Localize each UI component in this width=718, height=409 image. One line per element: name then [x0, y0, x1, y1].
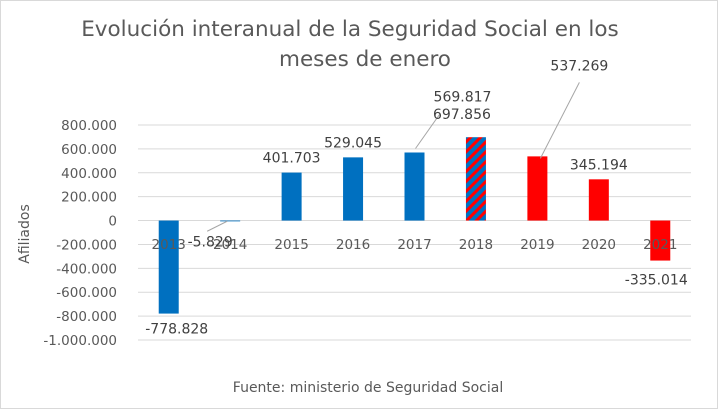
x-tick-label: 2018: [459, 237, 493, 253]
x-tick-label: 2013: [152, 237, 186, 253]
bar: [343, 157, 364, 221]
chart-title-line-1: Evolución interanual de la Seguridad Soc…: [81, 17, 619, 42]
bar: [527, 156, 548, 221]
leader-lines: [206, 82, 580, 232]
label-leader-line: [415, 114, 440, 149]
y-tick-label: 800.000: [61, 118, 117, 134]
x-axis-ticks: 2013 2014 2015 2016 2017 2018 2019 2020 2021: [152, 237, 678, 253]
label-leader-line: [206, 220, 228, 232]
data-label: 537.269: [550, 58, 608, 74]
x-tick-label: 2020: [582, 237, 616, 253]
source-note: Fuente: ministerio de Seguridad Social: [233, 380, 503, 396]
data-label: 401.703: [263, 151, 321, 167]
x-tick-label: 2016: [336, 237, 370, 253]
y-tick-label: 200.000: [61, 190, 117, 206]
x-tick-label: 2019: [520, 237, 554, 253]
data-label: -5.829: [188, 234, 233, 250]
chart-title-line-2: meses de enero: [279, 47, 451, 72]
y-tick-label: -800.000: [56, 309, 117, 325]
bar: [281, 172, 302, 221]
y-tick-label: -200.000: [56, 237, 117, 253]
y-tick-label: -600.000: [56, 285, 117, 301]
bar: [588, 179, 609, 221]
x-tick-label: 2014: [213, 237, 247, 253]
label-leader-line: [539, 82, 580, 159]
data-label: -778.828: [145, 322, 208, 338]
y-tick-label: 600.000: [61, 142, 117, 158]
y-tick-label: -400.000: [56, 261, 117, 277]
bar: [220, 220, 241, 222]
x-tick-label: 2015: [274, 237, 308, 253]
x-tick-label: 2021: [643, 237, 677, 253]
y-tick-label: -1.000.000: [43, 333, 117, 349]
bar: [465, 137, 486, 221]
data-label: 569.817: [434, 89, 492, 105]
y-tick-label: 0: [108, 214, 117, 230]
bar: [650, 220, 671, 261]
data-label: 529.045: [324, 135, 382, 151]
y-axis-ticks: 800.000 600.000 400.000 200.000 0 -200.000 -40…: [43, 118, 117, 349]
y-axis-title: Afiliados: [17, 204, 33, 264]
y-tick-label: 400.000: [61, 166, 117, 182]
bar: [158, 220, 179, 314]
data-label: -335.014: [625, 273, 688, 289]
data-label: 345.194: [570, 157, 628, 173]
data-label: 697.856: [433, 107, 491, 123]
bar: [404, 152, 425, 221]
bars: [158, 137, 671, 314]
x-tick-label: 2017: [397, 237, 431, 253]
